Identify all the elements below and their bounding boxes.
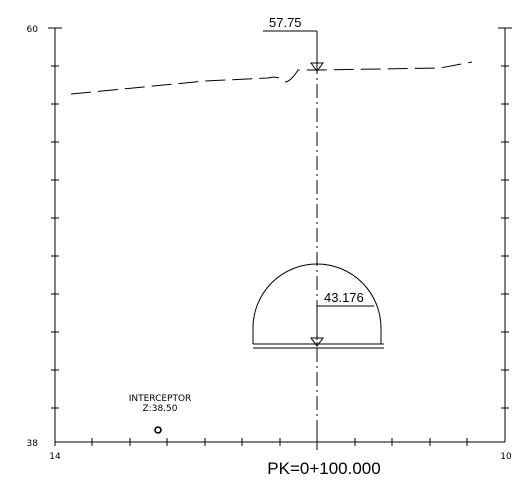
section-frame bbox=[48, 27, 512, 443]
tunnel-elevation-marker bbox=[310, 305, 374, 347]
left-axis-ticks bbox=[51, 65, 59, 409]
right-axis-ticks bbox=[501, 65, 509, 409]
surface-elevation-label: 57.75 bbox=[269, 15, 302, 30]
interceptor-elevation-label: Z:38.50 bbox=[143, 404, 178, 414]
tunnel-elevation-triangle bbox=[310, 337, 324, 347]
interceptor-pipe-icon bbox=[154, 426, 162, 434]
bottom-axis-ticks bbox=[54, 434, 468, 450]
tunnel-elevation-label: 43.176 bbox=[324, 290, 364, 305]
surface-elevation-marker bbox=[263, 30, 324, 72]
ground-surface-line bbox=[70, 61, 473, 95]
x-right-label: 10 bbox=[500, 452, 512, 462]
y-top-label: 60 bbox=[27, 25, 39, 35]
station-label: PK=0+100.000 bbox=[267, 459, 380, 478]
x-left-label: 14 bbox=[49, 452, 61, 462]
y-bottom-label: 38 bbox=[27, 439, 39, 449]
tunnel-arch bbox=[252, 263, 382, 344]
surface-elevation-triangle bbox=[310, 62, 324, 72]
interceptor-name-label: INTERCEPTOR bbox=[129, 394, 192, 404]
